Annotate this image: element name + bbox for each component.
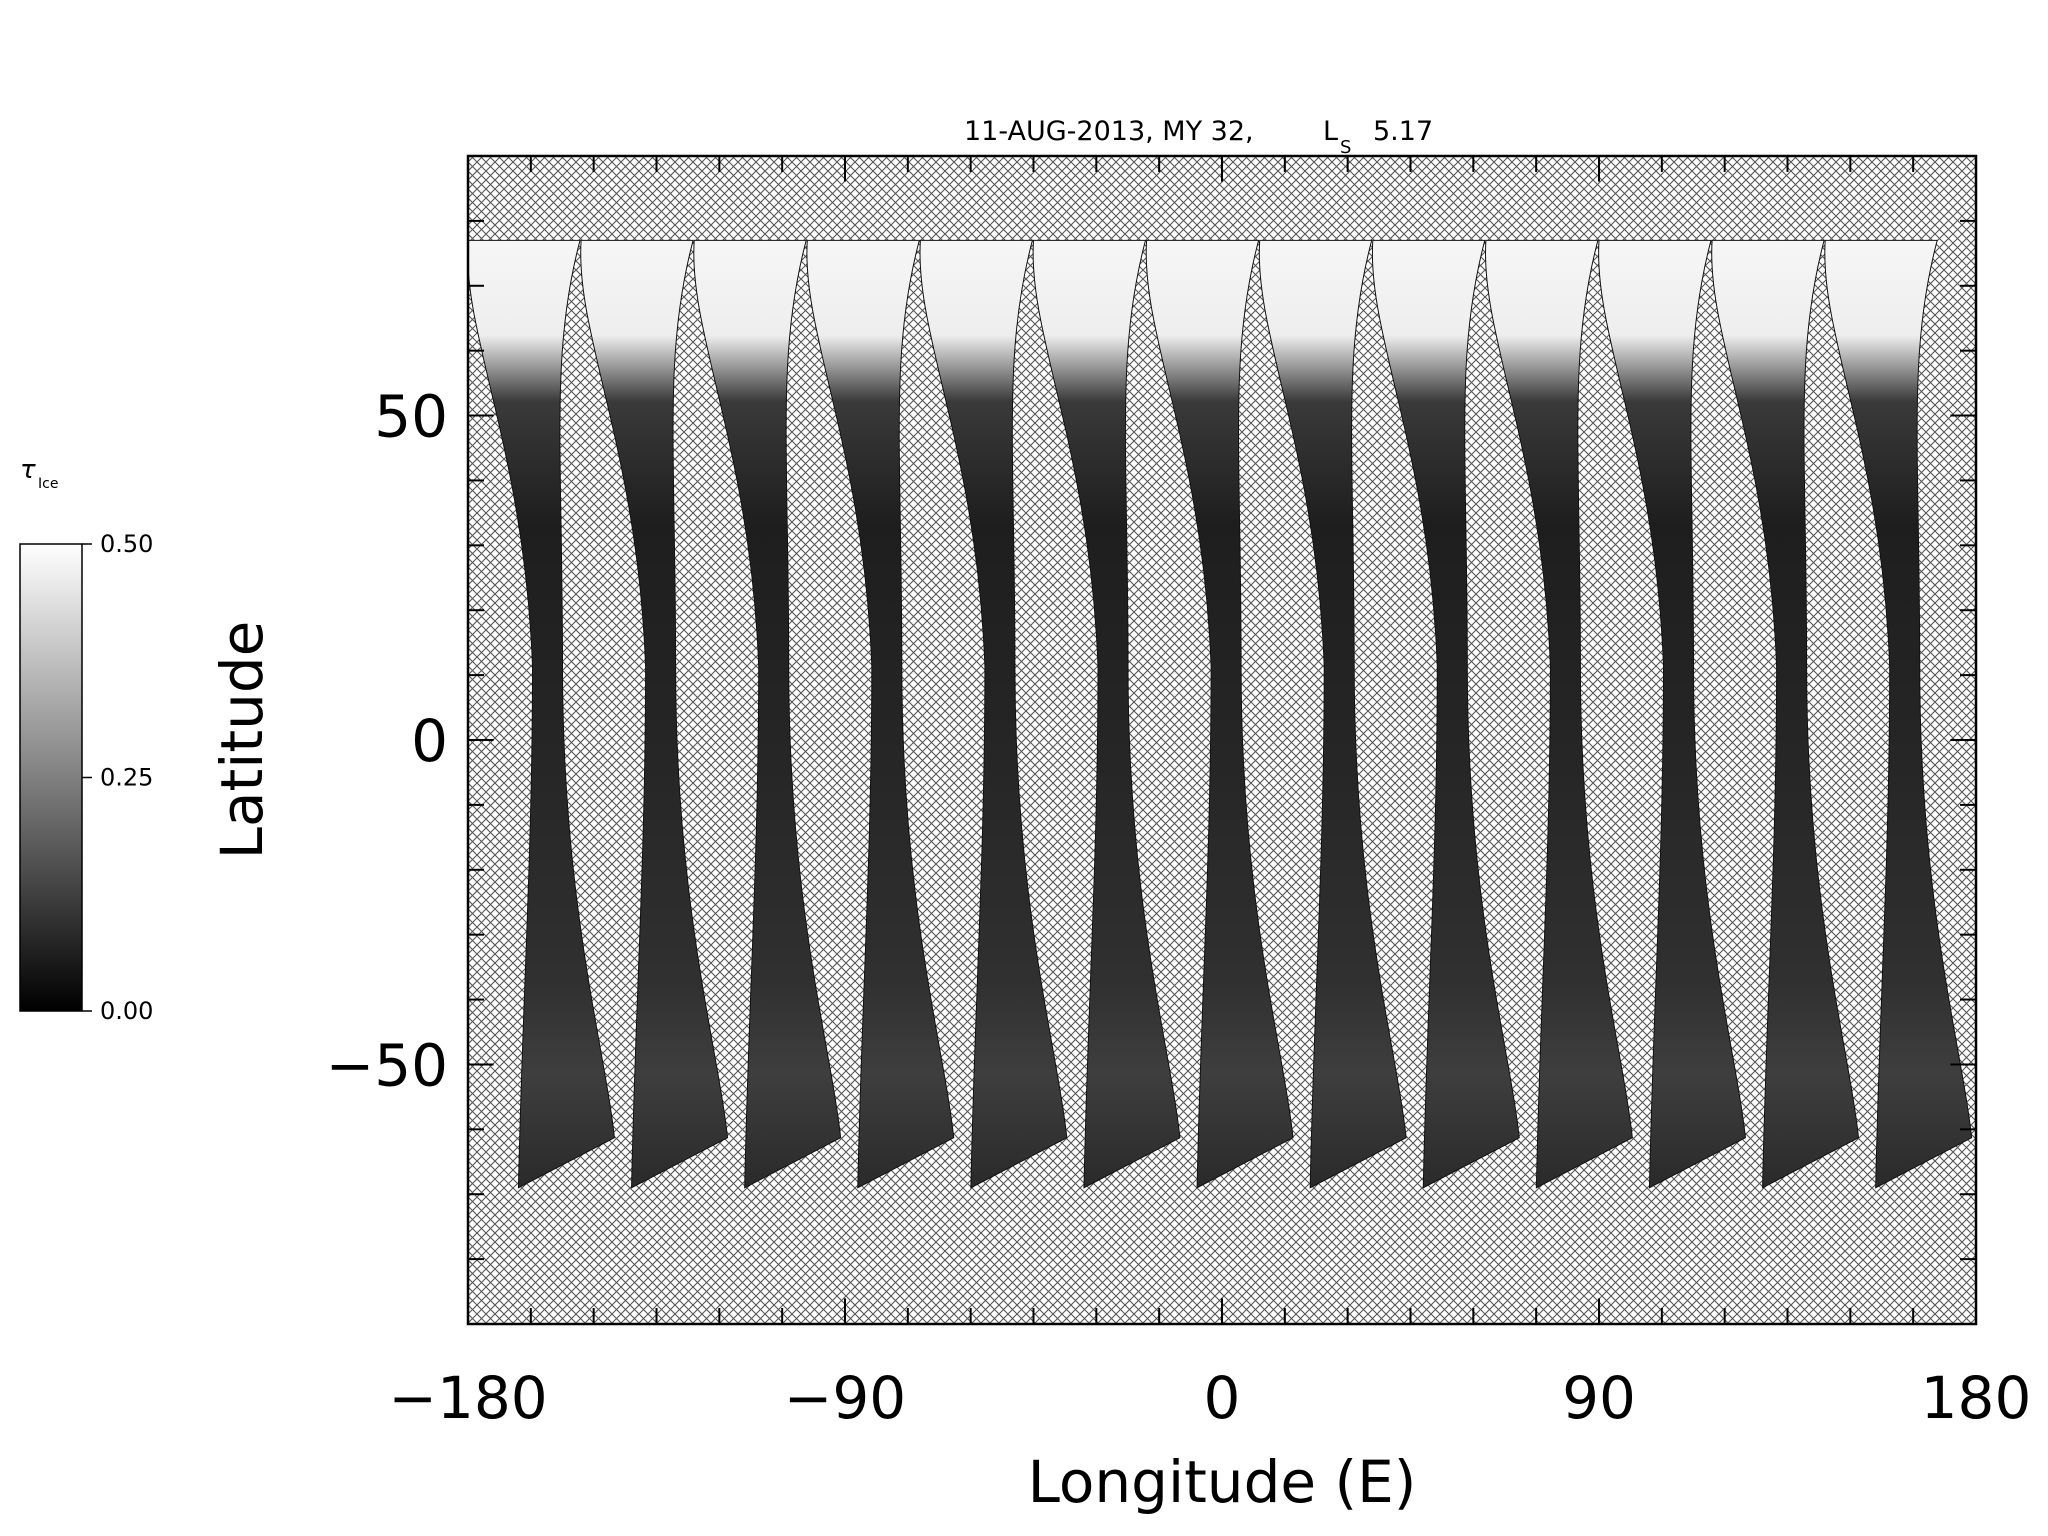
orbit-swath (1711, 239, 1860, 1189)
orbit-swath (1145, 239, 1294, 1189)
orbit-swath (467, 239, 615, 1189)
colorbar: τ Ice 0.00 0.25 0.50 (19, 455, 153, 1025)
colorbar-ticks (82, 543, 92, 1012)
orbit-swath (1598, 239, 1746, 1189)
x-axis-title: Longitude (E) (1028, 1448, 1417, 1516)
colorbar-tick-label: 0.00 (100, 997, 153, 1025)
x-tick-labels: −180 −90 0 90 180 (388, 1364, 2031, 1432)
colorbar-gradient (19, 543, 83, 1012)
title-ls-subscript: S (1340, 137, 1351, 158)
orbit-swath (1258, 239, 1407, 1189)
orbit-swath (1371, 239, 1520, 1189)
title-ls-symbol: L (1323, 116, 1338, 147)
title-date: 11-AUG-2013, MY 32, (964, 116, 1254, 147)
y-axis-title: Latitude (208, 621, 276, 860)
colorbar-tick-label: 0.50 (100, 530, 153, 558)
colorbar-tick-label: 0.25 (100, 764, 153, 792)
orbit-swath (1484, 239, 1633, 1189)
title-ls-value: 5.17 (1373, 116, 1433, 147)
colorbar-label-tau: τ (20, 455, 36, 485)
orbit-swath (1032, 239, 1181, 1189)
plot-area (466, 154, 1978, 1326)
y-tick-labels: 50 0 −50 (326, 383, 448, 1100)
orbit-swath (693, 239, 842, 1189)
x-tick-label: −180 (388, 1364, 547, 1432)
orbit-swath (806, 239, 955, 1189)
chart-title: 11-AUG-2013, MY 32, L S 5.17 (964, 116, 1433, 158)
orbit-swath (1824, 239, 1973, 1189)
y-tick-label: −50 (326, 1031, 448, 1099)
colorbar-label-subscript: Ice (38, 476, 58, 492)
x-tick-label: 180 (1921, 1364, 2032, 1432)
orbit-swath (580, 239, 729, 1189)
x-tick-label: −90 (784, 1364, 906, 1432)
y-tick-label: 0 (411, 707, 448, 775)
swath-group (467, 239, 1973, 1189)
x-tick-label: 0 (1204, 1364, 1241, 1432)
axis-ticks (467, 155, 1977, 1325)
y-tick-label: 50 (374, 383, 448, 451)
x-tick-label: 90 (1562, 1364, 1636, 1432)
orbit-swath (919, 239, 1068, 1189)
